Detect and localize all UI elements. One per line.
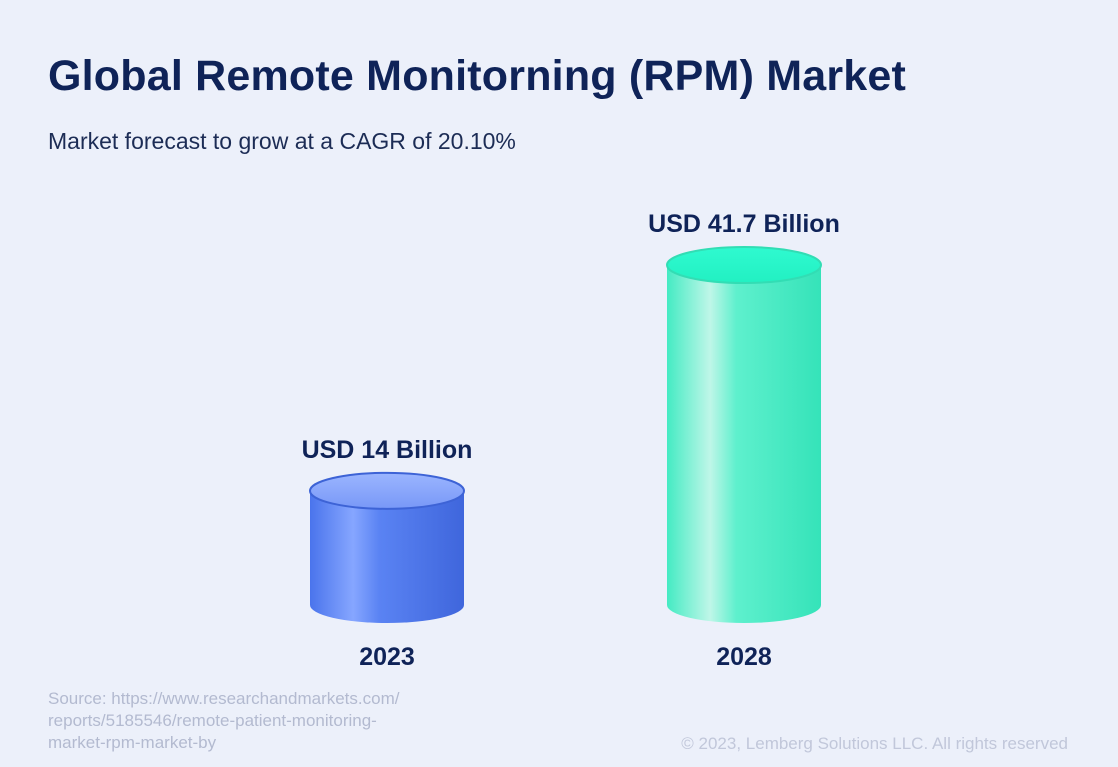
bar-top-2028 [666,246,822,284]
source-note: Source: https://www.researchandmarkets.c… [48,688,399,754]
bars-group: USD 14 Billion 2023 USD 41.7 Billion 2028 [302,210,840,671]
bar-2023 [310,490,464,623]
bar-2028 [667,265,821,623]
source-line-2: reports/5185546/remote-patient-monitorin… [48,711,377,730]
copyright-note: © 2023, Lemberg Solutions LLC. All right… [681,734,1068,753]
data-label-2028: USD 41.7 Billion [648,210,840,238]
chart-title: Global Remote Monitorning (RPM) Market [48,52,907,100]
source-line-1: Source: https://www.researchandmarkets.c… [48,689,400,708]
category-label-2023: 2023 [359,643,415,671]
category-label-2028: 2028 [716,643,772,671]
data-label-2023: USD 14 Billion [302,436,473,464]
chart-subtitle: Market forecast to grow at a CAGR of 20.… [48,128,516,154]
source-line-3: market-rpm-market-by [48,733,217,752]
bar-top-2023 [309,471,465,510]
